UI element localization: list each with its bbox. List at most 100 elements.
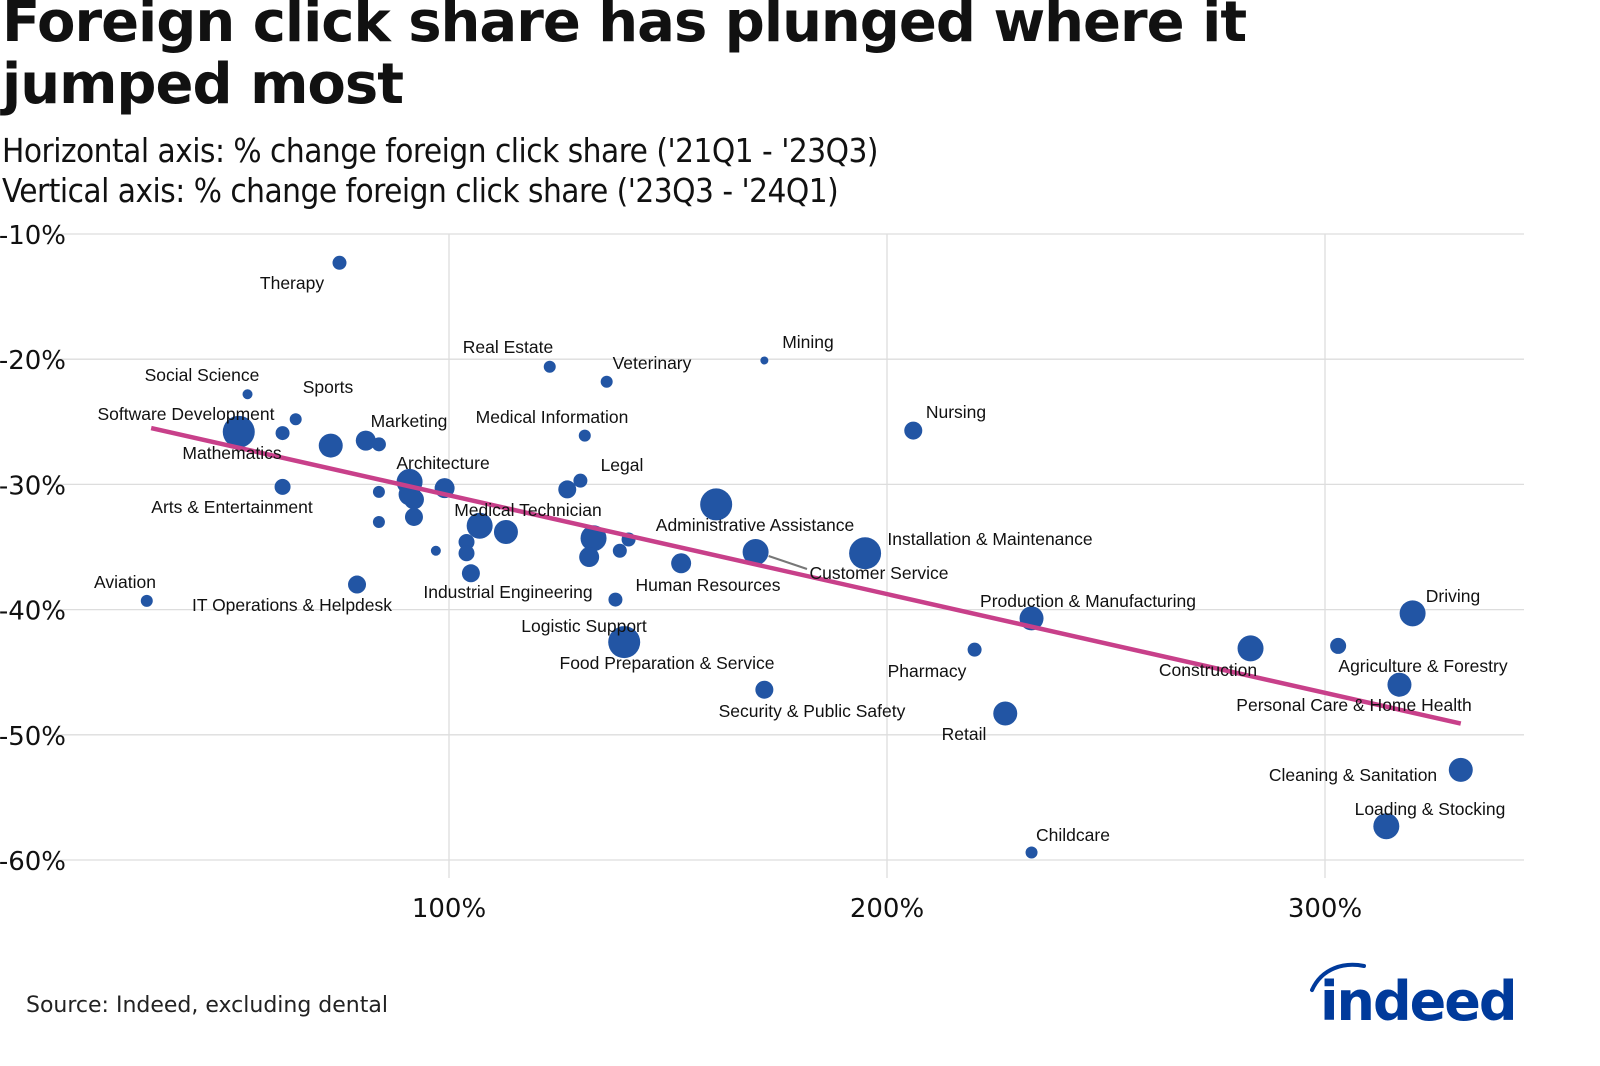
indeed-logo: indeed bbox=[1310, 962, 1518, 1030]
data-point bbox=[458, 545, 475, 562]
data-point bbox=[608, 626, 641, 659]
leader-line bbox=[768, 555, 808, 570]
point-label: Cleaning & Sanitation bbox=[1269, 765, 1437, 785]
data-point bbox=[1330, 637, 1347, 654]
data-point bbox=[430, 545, 441, 556]
x-tick-label: 200% bbox=[850, 894, 924, 924]
data-point bbox=[466, 512, 493, 539]
y-tick-label: -40% bbox=[0, 597, 66, 627]
data-point bbox=[318, 433, 343, 458]
point-label: Customer Service bbox=[809, 563, 948, 583]
point-label: Childcare bbox=[1036, 825, 1110, 845]
point-label: Medical Technician bbox=[454, 500, 602, 520]
point-label: Aviation bbox=[94, 572, 156, 592]
data-point bbox=[671, 553, 692, 574]
data-point bbox=[742, 539, 769, 566]
x-tick-label: 300% bbox=[1288, 894, 1362, 924]
data-point bbox=[348, 575, 367, 594]
y-axis-ticks: -10% -20% -30% -40% -50% -60% bbox=[0, 221, 66, 877]
data-point bbox=[1373, 813, 1400, 840]
data-point bbox=[493, 519, 518, 544]
data-point bbox=[1399, 600, 1426, 627]
data-point bbox=[461, 564, 480, 583]
y-tick-label: -60% bbox=[0, 847, 66, 877]
point-label: Medical Information bbox=[476, 407, 629, 427]
data-point bbox=[404, 507, 423, 526]
data-point bbox=[849, 537, 882, 570]
data-point bbox=[275, 426, 290, 441]
x-tick-label: 100% bbox=[412, 894, 486, 924]
point-label: Driving bbox=[1426, 586, 1480, 606]
source-note: Source: Indeed, excluding dental bbox=[26, 993, 388, 1018]
point-label: Industrial Engineering bbox=[423, 582, 592, 602]
y-axis-description: Vertical axis: % change foreign click sh… bbox=[2, 171, 839, 210]
data-point bbox=[355, 430, 376, 451]
data-point bbox=[242, 389, 253, 400]
point-label: Food Preparation & Service bbox=[560, 653, 775, 673]
data-point bbox=[274, 478, 291, 495]
data-point bbox=[222, 415, 255, 448]
point-label: Arts & Entertainment bbox=[151, 497, 313, 517]
point-label: Agriculture & Forestry bbox=[1338, 656, 1507, 676]
data-point bbox=[608, 592, 623, 607]
trend-line bbox=[150, 425, 1462, 726]
point-label: IT Operations & Helpdesk bbox=[192, 595, 392, 615]
data-point bbox=[543, 360, 556, 373]
y-tick-label: -10% bbox=[0, 221, 66, 251]
point-label: Human Resources bbox=[636, 575, 781, 595]
data-point bbox=[904, 421, 923, 440]
data-point bbox=[289, 413, 302, 426]
data-point bbox=[140, 594, 153, 607]
point-label: Pharmacy bbox=[888, 661, 967, 681]
data-point bbox=[578, 429, 591, 442]
point-label: Production & Manufacturing bbox=[980, 591, 1196, 611]
y-tick-label: -20% bbox=[0, 346, 66, 376]
logo-arc-icon bbox=[1310, 962, 1366, 992]
point-label: Legal bbox=[601, 455, 644, 475]
point-label: Therapy bbox=[260, 273, 324, 293]
data-point bbox=[755, 680, 774, 699]
data-point bbox=[1448, 757, 1473, 782]
point-label: Real Estate bbox=[463, 337, 553, 357]
point-label: Social Science bbox=[145, 365, 260, 385]
data-point bbox=[1237, 635, 1264, 662]
data-point bbox=[612, 543, 627, 558]
point-label: Construction bbox=[1159, 660, 1257, 680]
data-point bbox=[1387, 672, 1412, 697]
data-point bbox=[600, 375, 613, 388]
data-point bbox=[573, 473, 588, 488]
point-labels: Therapy Real Estate Veterinary Mining Social… bbox=[94, 273, 1508, 845]
point-label: Installation & Maintenance bbox=[887, 529, 1092, 549]
data-point bbox=[967, 642, 982, 657]
x-axis-description: Horizontal axis: % change foreign click … bbox=[2, 131, 878, 170]
data-point bbox=[332, 255, 347, 270]
point-label: Software Development bbox=[97, 404, 274, 424]
x-axis-ticks: 100% 200% 300% bbox=[412, 894, 1362, 924]
data-point bbox=[580, 525, 607, 552]
trend-line bbox=[150, 425, 1462, 726]
y-tick-label: -30% bbox=[0, 471, 66, 501]
svg-text:indeed: indeed bbox=[1320, 970, 1516, 1030]
data-point bbox=[372, 485, 385, 498]
chart-title: Foreign click share has plunged where it… bbox=[2, 0, 1247, 117]
point-label: Mining bbox=[782, 332, 834, 352]
data-point bbox=[372, 515, 385, 528]
point-label: Loading & Stocking bbox=[1355, 799, 1506, 819]
data-point bbox=[1025, 846, 1038, 859]
data-point bbox=[993, 701, 1018, 726]
point-label: Personal Care & Home Health bbox=[1236, 695, 1471, 715]
point-label: Architecture bbox=[396, 453, 489, 473]
data-point bbox=[700, 488, 733, 521]
data-point bbox=[403, 489, 424, 510]
label-leader-lines bbox=[768, 555, 808, 570]
gridlines bbox=[52, 233, 1524, 878]
point-label: Sports bbox=[303, 377, 354, 397]
point-label: Nursing bbox=[926, 402, 986, 422]
point-label: Marketing bbox=[371, 411, 448, 431]
data-point bbox=[458, 533, 475, 550]
point-label: Security & Public Safety bbox=[719, 701, 906, 721]
data-point bbox=[558, 480, 577, 499]
data-point bbox=[760, 356, 769, 365]
point-label: Logistic Support bbox=[521, 616, 647, 636]
